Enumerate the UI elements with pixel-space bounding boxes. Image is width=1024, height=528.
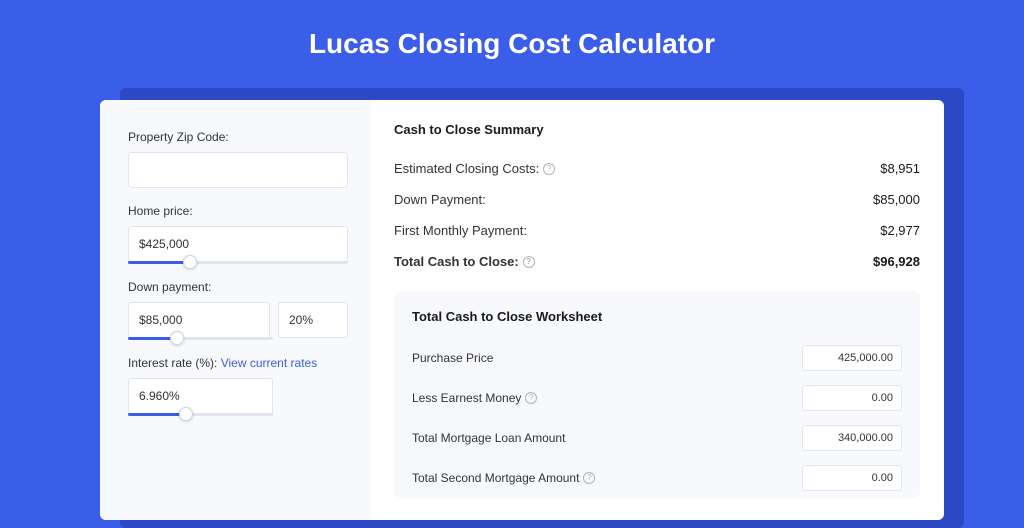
view-rates-link[interactable]: View current rates xyxy=(221,356,318,370)
home-price-slider[interactable] xyxy=(128,261,348,264)
down-payment-slider[interactable] xyxy=(128,337,273,340)
down-payment-input[interactable] xyxy=(128,302,270,338)
summary-row-value: $8,951 xyxy=(880,161,920,176)
interest-label: Interest rate (%): View current rates xyxy=(128,356,348,370)
home-price-label: Home price: xyxy=(128,204,348,218)
summary-total-value: $96,928 xyxy=(873,254,920,269)
worksheet-row-label: Total Mortgage Loan Amount xyxy=(412,431,565,445)
page-title: Lucas Closing Cost Calculator xyxy=(0,0,1024,86)
help-icon[interactable]: ? xyxy=(543,163,555,175)
home-price-field-group: Home price: xyxy=(128,204,348,264)
worksheet-row-input[interactable] xyxy=(802,345,902,371)
results-column: Cash to Close Summary Estimated Closing … xyxy=(370,100,944,520)
help-icon[interactable]: ? xyxy=(523,256,535,268)
summary-total-row: Total Cash to Close: ? $96,928 xyxy=(394,246,920,277)
worksheet-row-label: Total Second Mortgage Amount xyxy=(412,471,579,485)
worksheet-row-label: Purchase Price xyxy=(412,351,493,365)
summary-row-label: Estimated Closing Costs: xyxy=(394,161,539,176)
slider-thumb[interactable] xyxy=(179,407,193,421)
worksheet-row: Less Earnest Money ? xyxy=(412,378,902,418)
worksheet-row-input[interactable] xyxy=(802,385,902,411)
summary-row-label: Down Payment: xyxy=(394,192,486,207)
worksheet-row-input[interactable] xyxy=(802,425,902,451)
help-icon[interactable]: ? xyxy=(583,472,595,484)
slider-thumb[interactable] xyxy=(183,255,197,269)
summary-total-label: Total Cash to Close: xyxy=(394,254,519,269)
inputs-column: Property Zip Code: Home price: Down paym… xyxy=(100,100,370,520)
zip-input[interactable] xyxy=(128,152,348,188)
worksheet-title: Total Cash to Close Worksheet xyxy=(412,309,902,324)
interest-field-group: Interest rate (%): View current rates xyxy=(128,356,348,416)
summary-row: First Monthly Payment: $2,977 xyxy=(394,215,920,246)
summary-row-value: $85,000 xyxy=(873,192,920,207)
down-payment-field-group: Down payment: xyxy=(128,280,348,340)
slider-thumb[interactable] xyxy=(170,331,184,345)
worksheet-row: Purchase Price xyxy=(412,338,902,378)
worksheet-row: Total Second Mortgage Amount ? xyxy=(412,458,902,498)
home-price-input[interactable] xyxy=(128,226,348,262)
worksheet-panel: Total Cash to Close Worksheet Purchase P… xyxy=(394,291,920,498)
summary-title: Cash to Close Summary xyxy=(394,122,920,137)
summary-row: Estimated Closing Costs: ? $8,951 xyxy=(394,153,920,184)
worksheet-row: Total Mortgage Loan Amount xyxy=(412,418,902,458)
interest-input[interactable] xyxy=(128,378,273,414)
zip-label: Property Zip Code: xyxy=(128,130,348,144)
down-payment-label: Down payment: xyxy=(128,280,348,294)
down-payment-pct-input[interactable] xyxy=(278,302,348,338)
interest-slider[interactable] xyxy=(128,413,273,416)
calculator-panel: Property Zip Code: Home price: Down paym… xyxy=(100,100,944,520)
summary-row: Down Payment: $85,000 xyxy=(394,184,920,215)
summary-row-value: $2,977 xyxy=(880,223,920,238)
summary-row-label: First Monthly Payment: xyxy=(394,223,527,238)
zip-field-group: Property Zip Code: xyxy=(128,130,348,188)
worksheet-row-label: Less Earnest Money xyxy=(412,391,521,405)
worksheet-row-input[interactable] xyxy=(802,465,902,491)
help-icon[interactable]: ? xyxy=(525,392,537,404)
interest-label-text: Interest rate (%): xyxy=(128,356,217,370)
